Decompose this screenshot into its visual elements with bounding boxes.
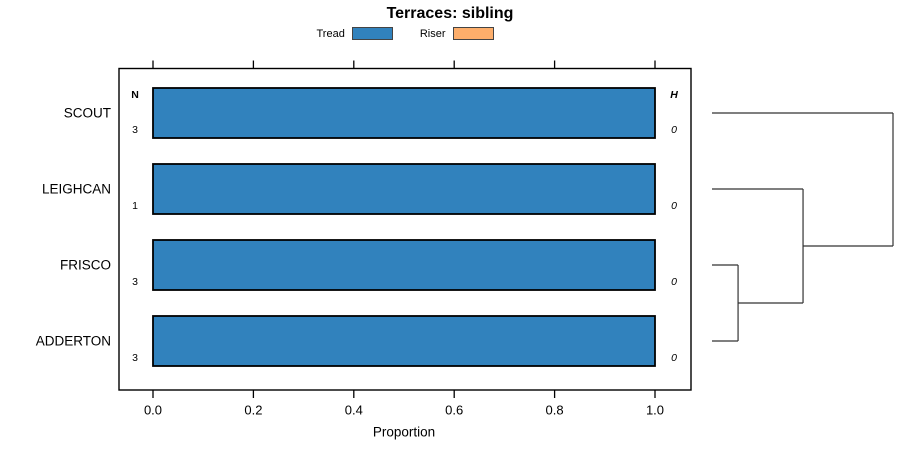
x-tick-label: 0.8 (546, 403, 564, 418)
chart-title: Terraces: sibling (386, 5, 514, 22)
legend-label-tread: Tread (316, 27, 345, 40)
bar-scout-tread (152, 87, 656, 139)
row-label-adderton: ADDERTON (36, 334, 111, 349)
bar-frisco-tread (152, 239, 656, 291)
plot-border (118, 67, 692, 391)
legend-label-riser: Riser (419, 27, 446, 40)
n-value: 3 (132, 352, 138, 364)
x-tick-label: 0.2 (244, 403, 262, 418)
n-column-header: N (131, 89, 139, 101)
legend-item-riser: Riser (420, 27, 494, 40)
chart-legend: Tread Riser (0, 27, 810, 40)
row-label-leighcan: LEIGHCAN (42, 182, 111, 197)
h-value: 0 (671, 200, 677, 212)
x-tick-label: 0.6 (445, 403, 463, 418)
n-value: 3 (132, 276, 138, 288)
bar-leighcan-tread (152, 163, 656, 215)
h-value: 0 (671, 124, 677, 136)
bar-adderton-tread (152, 315, 656, 367)
x-axis-label: Proportion (373, 425, 435, 440)
h-value: 0 (671, 276, 677, 288)
x-tick-label: 1.0 (646, 403, 664, 418)
legend-swatch-tread (351, 27, 393, 40)
x-tick-label: 0.0 (144, 403, 162, 418)
n-value: 1 (132, 200, 138, 212)
x-tick-label: 0.4 (345, 403, 363, 418)
n-value: 3 (132, 124, 138, 136)
h-value: 0 (671, 352, 677, 364)
row-label-frisco: FRISCO (60, 258, 111, 273)
legend-swatch-riser (452, 27, 494, 40)
legend-item-tread: Tread (317, 27, 393, 40)
h-column-header: H (670, 89, 678, 101)
row-label-scout: SCOUT (64, 106, 111, 121)
